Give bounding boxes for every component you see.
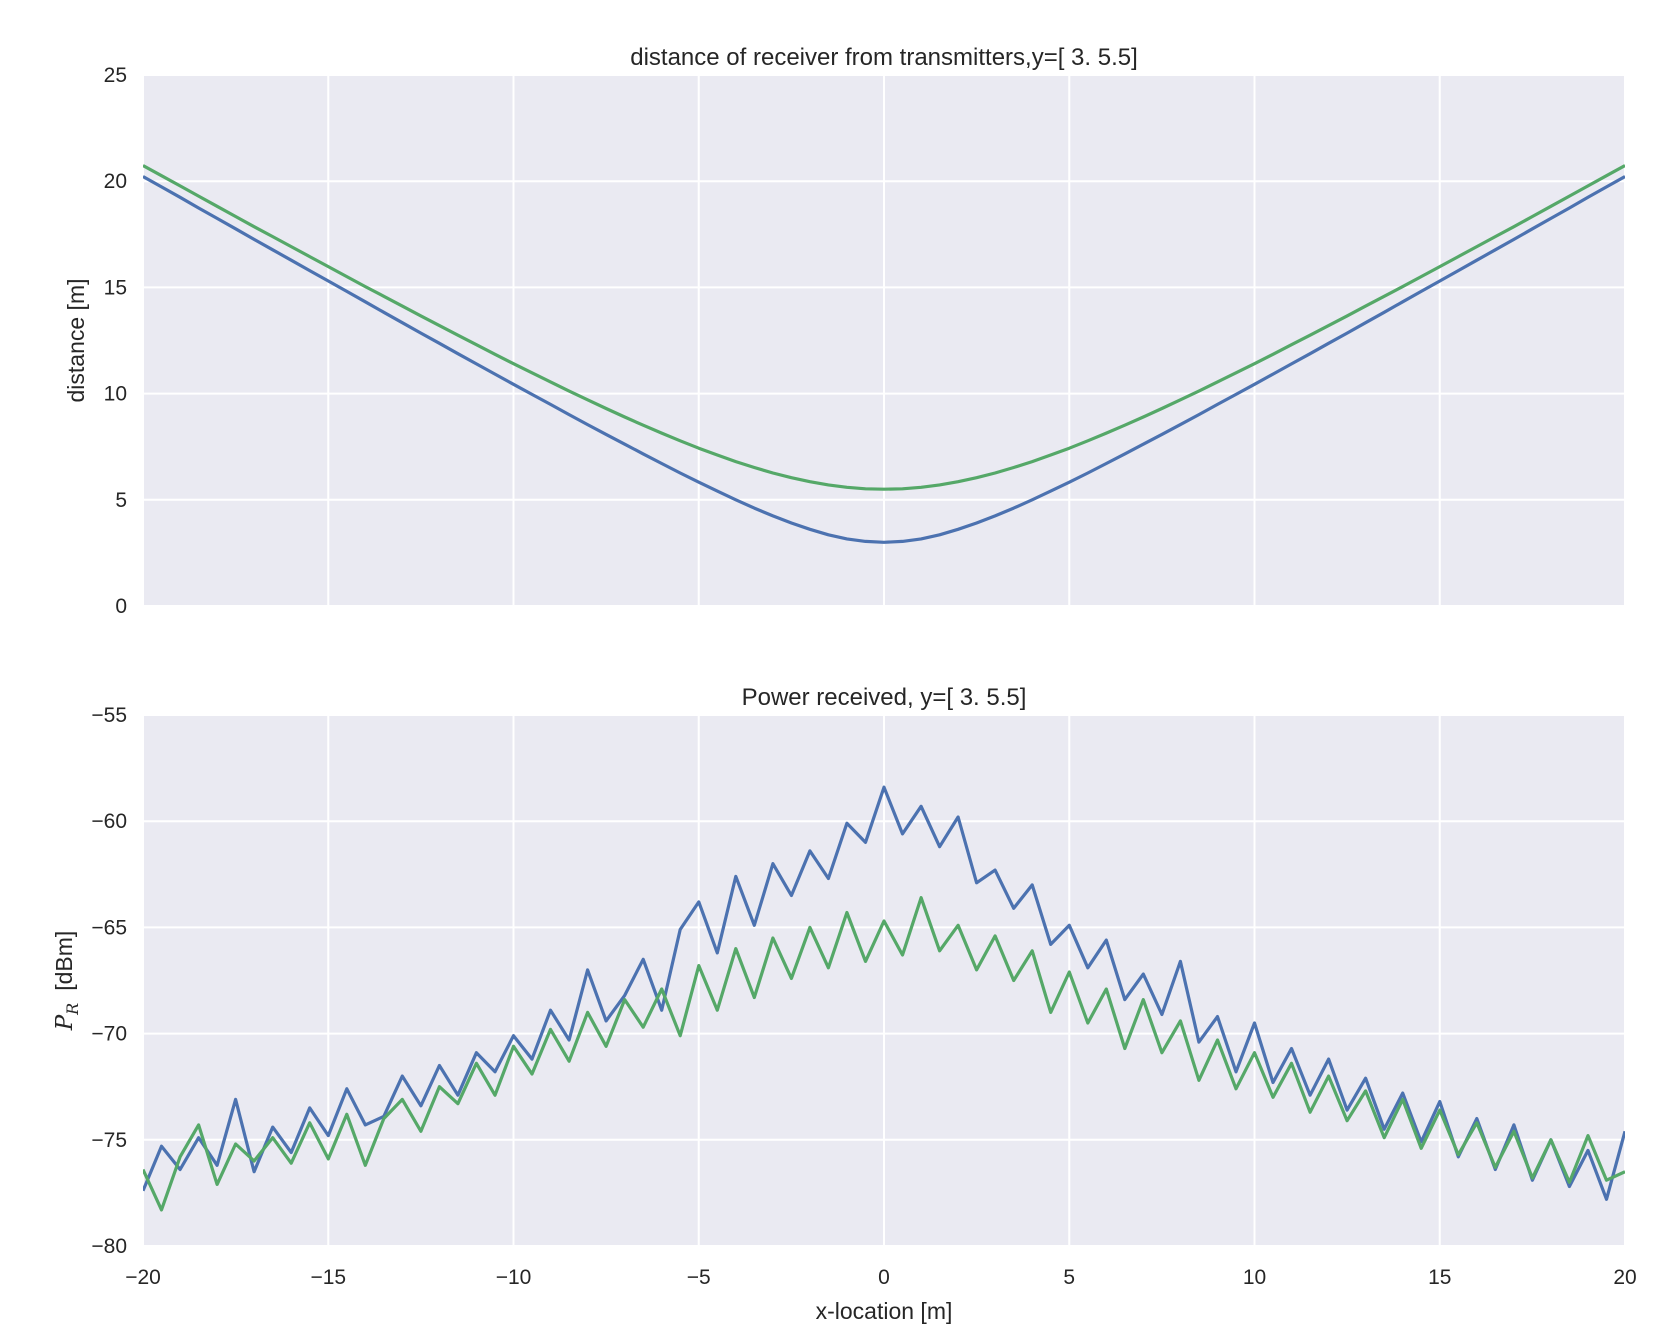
chart-title: distance of receiver from transmitters,y… (630, 44, 1138, 71)
x-tick-label: −20 (125, 1266, 161, 1289)
x-tick-label: 20 (1613, 1266, 1636, 1289)
y-tick-label: −65 (91, 916, 127, 939)
series-line-y-5-5 (143, 896, 1625, 1212)
x-tick-label: −5 (687, 1266, 711, 1289)
y-tick-label: −55 (91, 704, 127, 727)
power-chart: −20 −15 −10 −5 0 5 10 15 20 −80 −75 −70 −65 −60 −55 Pow… (51, 684, 1637, 1324)
y-tick-label: 20 (104, 170, 127, 193)
x-tick-label: −10 (496, 1266, 532, 1289)
y-tick-label: −70 (91, 1023, 127, 1046)
y-tick-label: 10 (104, 383, 127, 406)
distance-chart: 0 5 10 15 20 25 distance of receiver from tran… (63, 44, 1626, 618)
y-axis-label: distance [m] (63, 279, 89, 403)
y-tick-label: −75 (91, 1129, 127, 1152)
x-tick-label: 15 (1428, 1266, 1451, 1289)
y-label-unit: [dBm] (51, 931, 77, 991)
series-line-y-3 (143, 785, 1625, 1201)
x-tick-label: 5 (1063, 1266, 1075, 1289)
series-line-y-3 (143, 175, 1625, 544)
y-axis-label: PR [dBm] (51, 931, 82, 1032)
chart-title: Power received, y=[ 3. 5.5] (742, 684, 1027, 711)
x-tick-label: 10 (1243, 1266, 1266, 1289)
y-label-subscript: R (63, 1003, 82, 1016)
y-tick-label: 5 (115, 489, 127, 512)
y-tick-label: −60 (91, 810, 127, 833)
y-tick-label: 0 (115, 595, 127, 618)
y-label-symbol: P (52, 1014, 78, 1031)
x-tick-label: −15 (310, 1266, 346, 1289)
x-tick-label: 0 (878, 1266, 890, 1289)
y-tick-label: −80 (91, 1235, 127, 1258)
y-tick-label: 15 (104, 276, 127, 299)
series-line-y-5-5 (143, 164, 1625, 491)
x-axis-label: x-location [m] (816, 1298, 953, 1324)
y-tick-label: 25 (104, 64, 127, 87)
